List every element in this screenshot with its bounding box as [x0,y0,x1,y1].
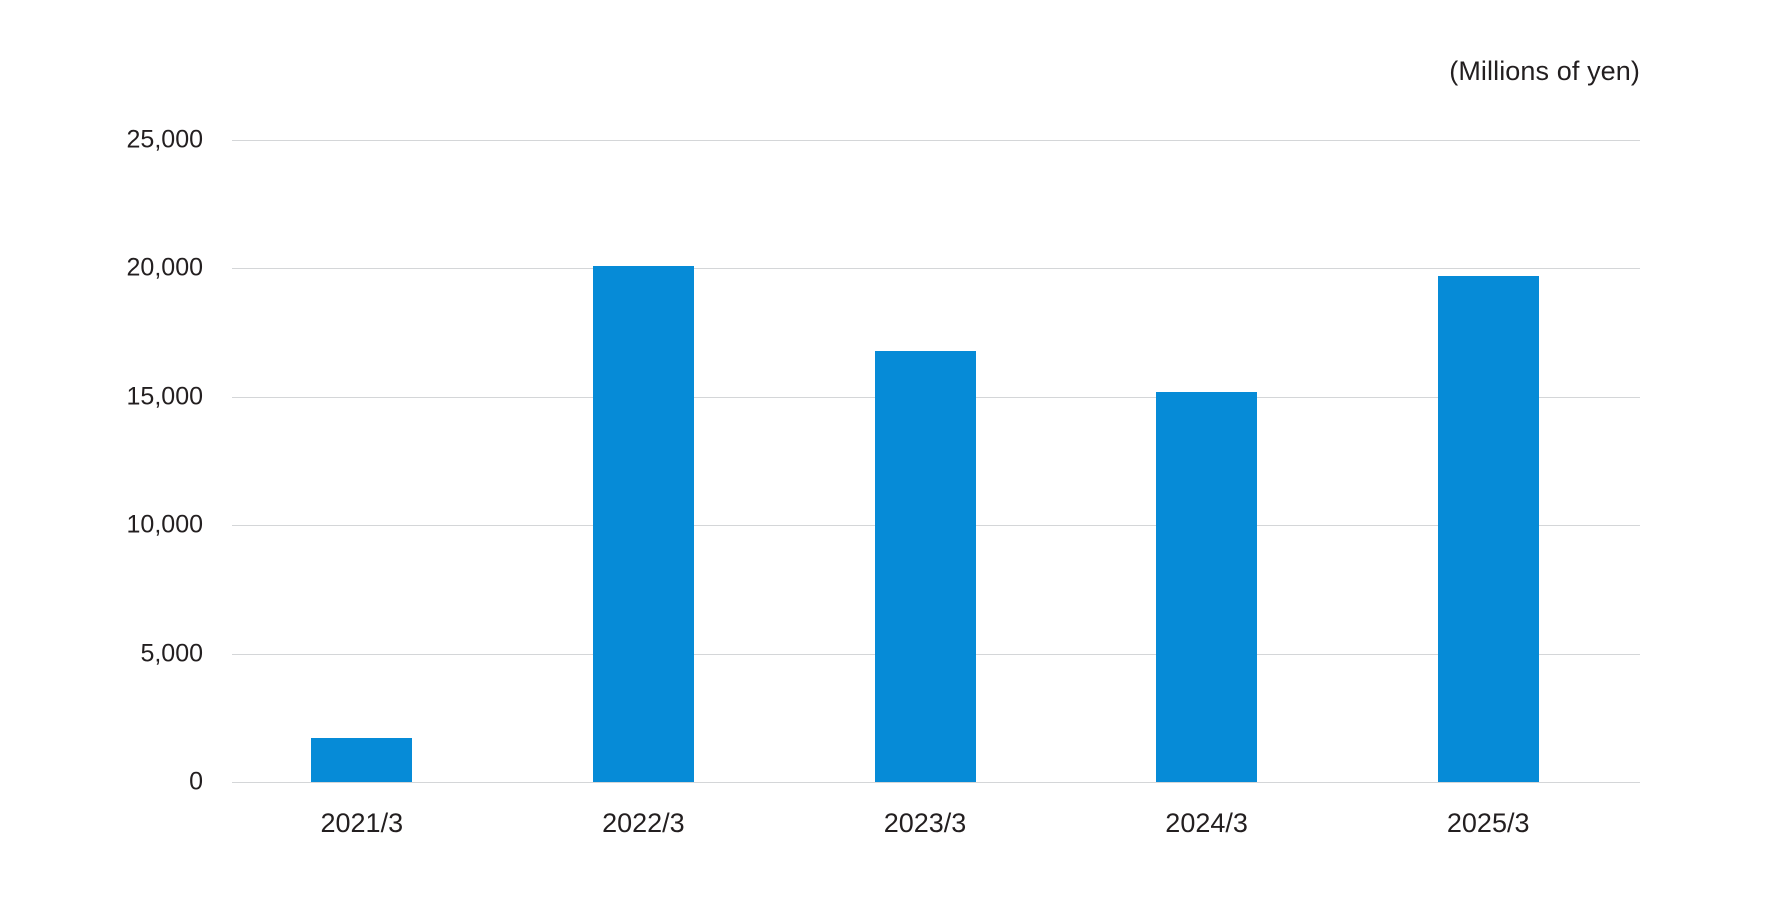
unit-caption: (Millions of yen) [1449,56,1640,86]
bar-series [232,140,1640,782]
gridline-20000: 20,000 [127,254,1640,282]
x-axis-labels: 2021/3 2022/3 2023/3 2024/3 2025/3 [232,808,1640,868]
bar-2021-3[interactable] [311,738,413,782]
bar-2024-3[interactable] [1156,391,1258,782]
bar-2023-3[interactable] [874,350,976,782]
plot-area: 0 5,000 10,000 15,000 20,000 25,000 [127,126,1640,796]
gridline-0: 0 [189,768,1640,796]
x-tick-label-2025-3: 2025/3 [1446,808,1530,838]
y-tick-label: 15,000 [126,382,203,411]
y-tick-label: 20,000 [126,253,203,282]
y-tick-label: 0 [189,767,203,796]
bar-2025-3[interactable] [1437,276,1539,782]
x-tick-label-2023-3: 2023/3 [883,808,967,838]
y-tick-label: 5,000 [140,639,203,668]
y-tick-label: 10,000 [126,510,203,539]
bar-2022-3[interactable] [592,265,694,782]
x-tick-label-2022-3: 2022/3 [602,808,685,838]
x-tick-label-2024-3: 2024/3 [1165,808,1248,838]
y-tick-label: 25,000 [126,125,203,154]
x-tick-label-2021-3: 2021/3 [320,808,404,838]
gridline-25000: 25,000 [127,126,1640,154]
